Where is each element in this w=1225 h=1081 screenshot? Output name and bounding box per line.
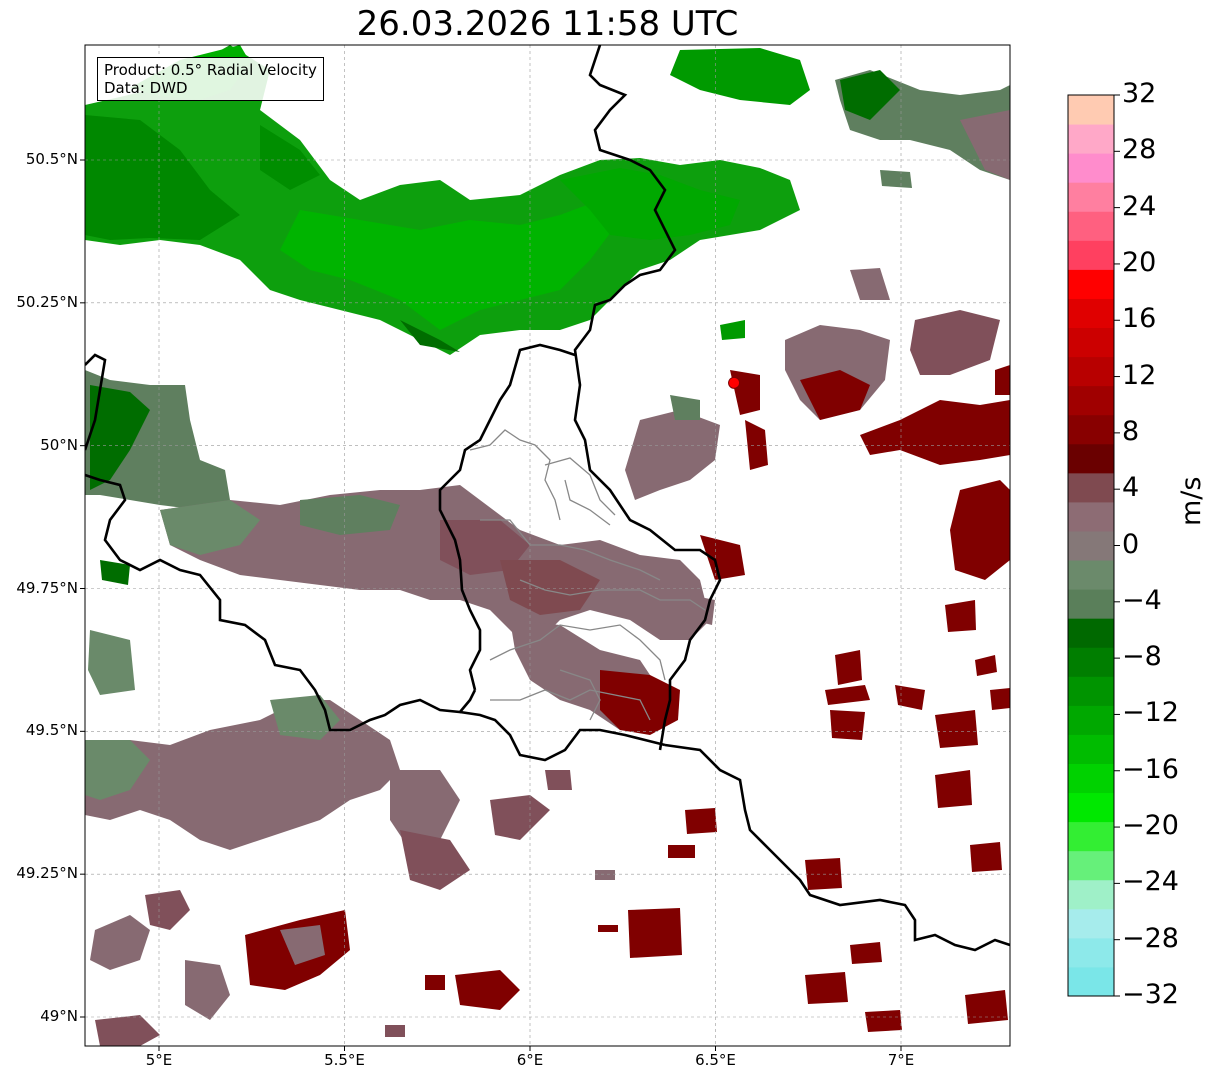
lon-tick-label: 6.5°E [695, 1051, 736, 1069]
colorbar-segment [1068, 443, 1114, 474]
colorbar-segment [1068, 414, 1114, 445]
colorbar [1067, 94, 1120, 997]
colorbar-segment [1068, 240, 1114, 270]
lat-tick-label: 49.5°N [25, 721, 78, 740]
colorbar-segment [1068, 676, 1114, 706]
colorbar-tick-label: 0 [1122, 528, 1140, 560]
lat-tick-label: 49°N [40, 1007, 78, 1025]
lat-tick-label: 50.25°N [16, 292, 78, 311]
colorbar-tick-label: 16 [1122, 303, 1157, 335]
map-title: 26.03.2026 11:58 UTC [356, 4, 739, 44]
colorbar-segment [1068, 937, 1114, 968]
colorbar-segment [1068, 705, 1114, 735]
echo-sw-cells [90, 890, 520, 1046]
echo-ne-corner [835, 70, 1010, 188]
colorbar-tick-label: 32 [1122, 78, 1157, 109]
colorbar-segment [1068, 153, 1114, 183]
colorbar-tick-label: −4 [1122, 584, 1162, 616]
colorbar-segment [1068, 821, 1114, 852]
colorbar-tick-label: −16 [1122, 753, 1179, 785]
regional-borders [469, 429, 706, 721]
colorbar-tick-label: 24 [1122, 190, 1157, 222]
data-source-label: Data: DWD [104, 79, 188, 97]
colorbar-segment [1068, 792, 1114, 823]
colorbar-segment [1068, 385, 1114, 416]
colorbar-segment [1068, 124, 1114, 154]
colorbar-tick-label: 28 [1122, 134, 1157, 166]
colorbar-tick-label: −8 [1122, 641, 1162, 673]
colorbar-segment [1068, 879, 1114, 910]
radar-site-marker [728, 376, 741, 389]
colorbar-segment [1068, 560, 1114, 590]
product-label: Product: 0.5° Radial Velocity [104, 61, 317, 79]
colorbar-segment [1068, 908, 1114, 939]
colorbar-segment [1068, 647, 1114, 677]
lat-tick-label: 49.75°N [16, 578, 78, 597]
colorbar-segment [1068, 589, 1114, 619]
echo-mid-band [160, 485, 745, 735]
colorbar-tick-label: 8 [1122, 415, 1140, 447]
colorbar-segment [1068, 95, 1114, 125]
lon-tick-label: 5.5°E [324, 1051, 365, 1069]
colorbar-tick-label: 4 [1122, 472, 1140, 504]
colorbar-segment [1068, 211, 1114, 241]
colorbar-segment [1068, 356, 1114, 387]
national-borders [85, 45, 1010, 952]
echo-west-edge [85, 370, 230, 585]
lon-tick-label: 5°E [145, 1051, 173, 1069]
colorbar-segment [1068, 734, 1114, 764]
colorbar-tick-label: −32 [1122, 979, 1179, 1010]
colorbar-segment [1068, 269, 1114, 299]
colorbar-tick-label: −24 [1122, 866, 1179, 898]
colorbar-unit: m/s [1176, 476, 1207, 526]
colorbar-tick-label: −12 [1122, 697, 1179, 729]
echo-east-outbound [785, 268, 1010, 580]
lon-tick-label: 6°E [516, 1051, 544, 1069]
colorbar-segment [1068, 763, 1114, 794]
colorbar-tick-label: −20 [1122, 810, 1179, 842]
colorbar-segment [1068, 618, 1114, 648]
colorbar-segment [1068, 472, 1114, 503]
colorbar-segment [1068, 850, 1114, 881]
plot-frame [84, 44, 1011, 1047]
colorbar-segment [1068, 327, 1114, 358]
colorbar-segment [1068, 182, 1114, 212]
gridlines [85, 45, 1010, 1046]
colorbar-tick-label: 20 [1122, 246, 1157, 278]
colorbar-segment [1068, 298, 1114, 329]
colorbar-tick-label: 12 [1122, 359, 1157, 391]
echo-se-cells [595, 600, 1010, 1032]
lon-tick-label: 7°E [887, 1051, 915, 1069]
colorbar-segment [1068, 530, 1114, 561]
info-box: Product: 0.5° Radial Velocity Data: DWD [97, 57, 324, 101]
lat-tick-label: 50.5°N [25, 150, 78, 168]
axis-ticks [80, 159, 902, 1051]
echo-center-near-site [625, 320, 768, 500]
colorbar-tick-label: −28 [1122, 922, 1179, 954]
lat-tick-label: 49.25°N [16, 864, 78, 883]
colorbar-segment [1068, 501, 1114, 532]
colorbar-segment [1068, 966, 1114, 997]
lat-tick-label: 50°N [40, 435, 78, 454]
echo-sw-band [85, 630, 572, 890]
